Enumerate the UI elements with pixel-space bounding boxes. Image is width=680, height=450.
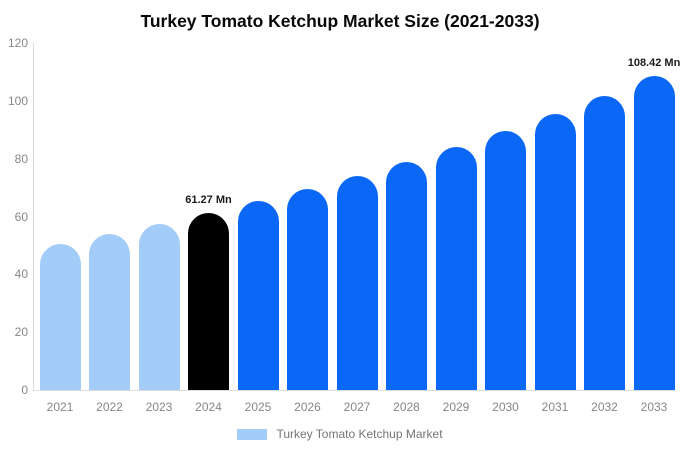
bar-2026: [287, 188, 328, 390]
bar-2031: [534, 113, 576, 390]
bar-2022: [89, 233, 130, 390]
bar-2029: [435, 146, 477, 390]
x-tick-label: 2033: [640, 400, 668, 414]
bar-2028: [386, 161, 427, 390]
x-tick-label: 2026: [294, 400, 321, 414]
x-axis-line: [33, 390, 676, 391]
y-tick-label: 20: [14, 325, 28, 340]
y-tick-label: 0: [21, 383, 28, 397]
data-label: 61.27 Mn: [185, 193, 232, 206]
y-tick-label: 100: [7, 93, 28, 108]
bar-2030: [485, 130, 526, 390]
legend-label: Turkey Tomato Ketchup Market: [276, 427, 443, 441]
bar-2025: [237, 201, 279, 390]
x-tick-label: 2021: [46, 400, 74, 414]
legend-swatch: [237, 428, 268, 440]
x-tick-label: 2031: [541, 400, 569, 414]
y-tick-label: 80: [14, 151, 28, 166]
x-tick-label: 2030: [492, 400, 519, 414]
y-axis-line: [33, 43, 34, 390]
y-tick-label: 120: [7, 36, 28, 50]
bar-2032: [584, 95, 625, 390]
x-tick-label: 2027: [343, 400, 371, 414]
legend: Turkey Tomato Ketchup Market: [0, 426, 680, 442]
bar-2024: [188, 212, 229, 390]
x-tick-label: 2024: [195, 400, 222, 414]
bar-2027: [336, 175, 378, 390]
data-label: 108.42 Mn: [627, 57, 680, 70]
y-tick-label: 40: [14, 267, 28, 282]
x-tick-label: 2023: [145, 400, 173, 414]
chart-title: Turkey Tomato Ketchup Market Size (2021-…: [140, 11, 540, 31]
x-tick-label: 2032: [591, 400, 618, 414]
x-tick-label: 2028: [393, 400, 420, 414]
x-tick-label: 2022: [96, 400, 123, 414]
x-tick-label: 2029: [442, 400, 470, 414]
x-tick-label: 2025: [244, 400, 272, 414]
bar-2033: [633, 76, 675, 390]
bar-2023: [138, 223, 180, 390]
bar-2021: [39, 243, 81, 390]
y-tick-label: 60: [14, 209, 28, 224]
